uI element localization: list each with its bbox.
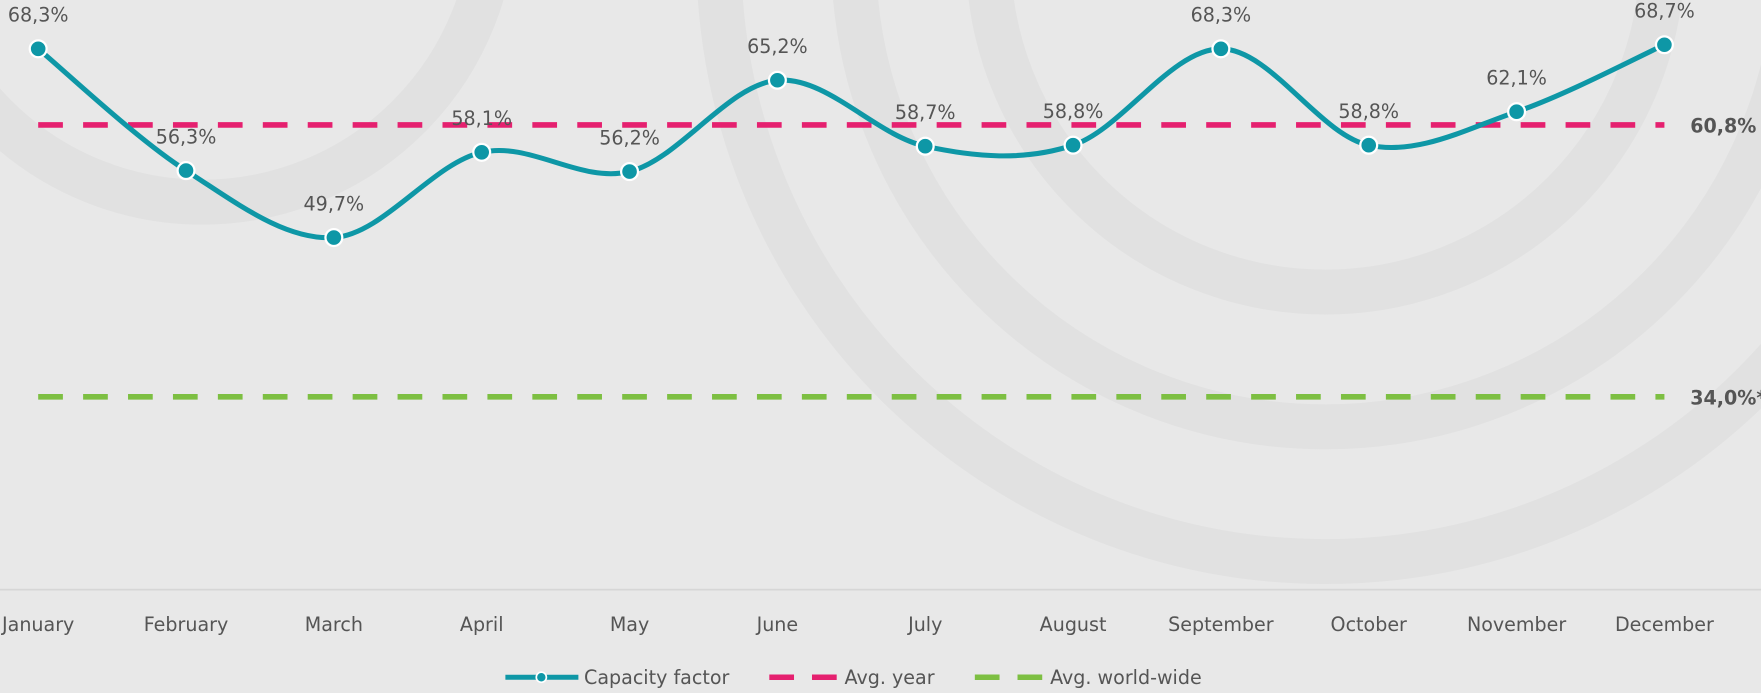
data-label: 58,7%: [895, 101, 956, 124]
data-label: 56,2%: [599, 127, 660, 150]
reference-label: 60,8%: [1690, 115, 1756, 138]
legend-label: Avg. year: [845, 666, 935, 689]
legend-label: Capacity factor: [584, 666, 729, 689]
x-tick-label: November: [1467, 613, 1566, 636]
x-tick-label: January: [1, 613, 74, 636]
data-point: [472, 142, 492, 162]
x-tick-label: October: [1331, 613, 1408, 636]
x-tick-label: August: [1040, 613, 1107, 636]
data-point: [1211, 39, 1231, 59]
reference-label: 34,0%*: [1690, 387, 1761, 410]
x-tick-label: March: [305, 613, 363, 636]
data-label: 58,8%: [1338, 100, 1399, 123]
data-point: [28, 39, 48, 59]
x-tick-label: September: [1168, 613, 1274, 636]
x-tick-label: May: [610, 613, 649, 636]
data-label: 62,1%: [1486, 67, 1547, 90]
data-label: 68,3%: [1191, 4, 1252, 27]
data-label: 58,8%: [1043, 100, 1104, 123]
data-label: 58,1%: [451, 107, 512, 130]
legend-swatch-dot: [535, 671, 548, 684]
data-label: 68,7%: [1634, 0, 1695, 23]
x-tick-label: December: [1615, 613, 1714, 636]
x-tick-label: June: [756, 613, 799, 636]
data-point: [1654, 35, 1674, 55]
x-tick-label: April: [460, 613, 504, 636]
legend-label: Avg. world-wide: [1050, 666, 1202, 689]
data-point: [176, 161, 196, 181]
data-label: 49,7%: [304, 192, 365, 215]
data-point: [767, 70, 787, 90]
background-decoration: [0, 0, 1761, 562]
data-point: [1063, 135, 1083, 155]
data-point: [915, 136, 935, 156]
data-point: [619, 162, 640, 182]
data-point: [1359, 135, 1379, 155]
data-label: 56,3%: [156, 125, 217, 148]
x-tick-label: February: [144, 613, 229, 636]
data-point: [324, 227, 344, 248]
x-tick-label: July: [907, 613, 942, 636]
data-label: 68,3%: [8, 4, 69, 27]
data-point: [1507, 102, 1527, 122]
data-label: 65,2%: [747, 35, 808, 58]
